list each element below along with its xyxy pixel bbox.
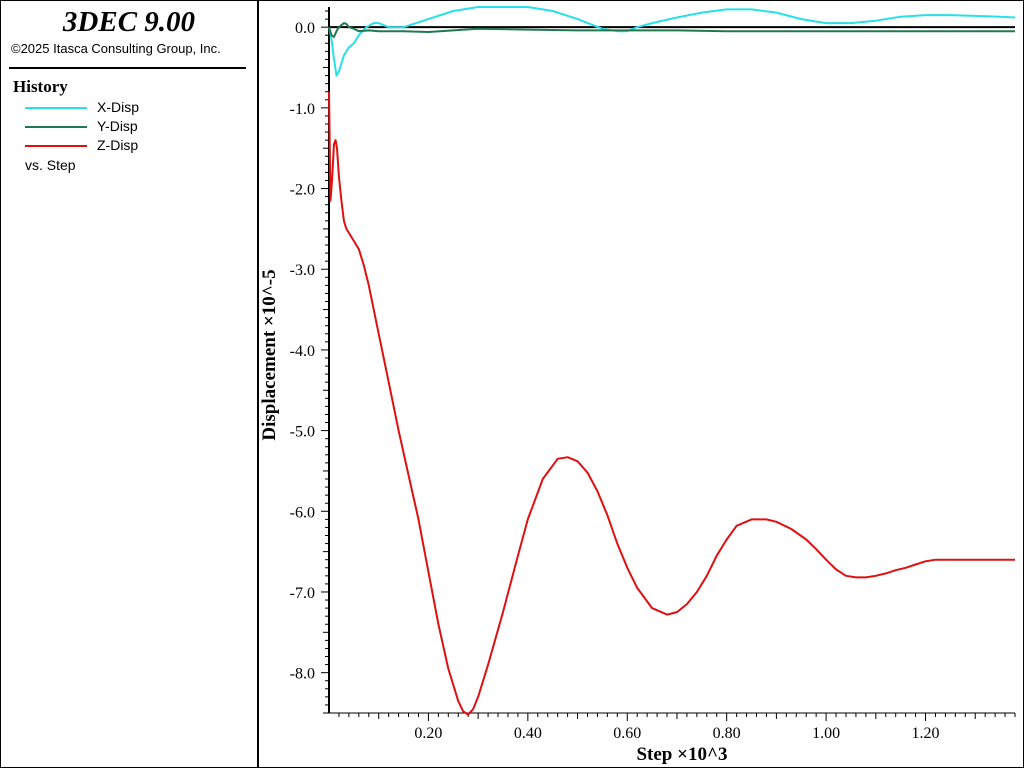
y-axis-label: Displacement ×10^-5 bbox=[259, 269, 280, 440]
x-tick-label: 0.20 bbox=[414, 725, 442, 742]
y-tick-label: -3.0 bbox=[290, 262, 315, 279]
x-tick-label: 1.00 bbox=[812, 725, 840, 742]
y-tick-label: 0.0 bbox=[295, 20, 315, 37]
legend-item-y-disp: Y-Disp bbox=[25, 118, 245, 134]
x-tick-label: 0.60 bbox=[613, 725, 641, 742]
tick-labels: 0.0 -1.0 -2.0 -3.0 -4.0 -5.0 -6.0 -7.0 -8.0 0.20 0… bbox=[290, 20, 940, 742]
copyright-text: ©2025 Itasca Consulting Group, Inc. bbox=[11, 41, 221, 56]
x-tick-label: 0.40 bbox=[514, 725, 542, 742]
legend-separator bbox=[9, 67, 246, 69]
y-tick-label: -6.0 bbox=[290, 504, 315, 521]
series-layer bbox=[328, 6, 1016, 716]
legend-swatch-y-disp bbox=[25, 126, 87, 128]
x-tick-label: 0.80 bbox=[713, 725, 741, 742]
y-tick-label: -8.0 bbox=[290, 666, 315, 683]
legend-panel: 3DEC 9.00 ©2025 Itasca Consulting Group,… bbox=[1, 1, 259, 767]
legend-label-x-disp: X-Disp bbox=[97, 99, 140, 115]
series-line-y-disp bbox=[328, 22, 1015, 38]
legend-title: History bbox=[13, 77, 68, 96]
series-line-z-disp bbox=[328, 91, 1015, 716]
app-title: 3DEC 9.00 bbox=[62, 6, 196, 38]
legend-vs-label: vs. Step bbox=[25, 157, 76, 173]
legend-label-y-disp: Y-Disp bbox=[97, 118, 138, 134]
plot-area: 0.0 -1.0 -2.0 -3.0 -4.0 -5.0 -6.0 -7.0 -8.0 0.20 0… bbox=[259, 1, 1023, 767]
y-tick-label: -2.0 bbox=[290, 182, 315, 199]
series-line-x-disp bbox=[328, 6, 1016, 77]
legend-swatch-z-disp bbox=[25, 145, 87, 147]
y-tick-label: -5.0 bbox=[290, 424, 315, 441]
history-chart: 0.0 -1.0 -2.0 -3.0 -4.0 -5.0 -6.0 -7.0 -8.0 0.20 0… bbox=[259, 6, 1016, 765]
legend-swatch-x-disp bbox=[25, 107, 87, 109]
y-tick-label: -7.0 bbox=[290, 585, 315, 602]
legend-item-z-disp: Z-Disp bbox=[25, 137, 245, 153]
y-tick-label: -4.0 bbox=[290, 343, 315, 360]
legend-label-z-disp: Z-Disp bbox=[97, 137, 139, 153]
legend-item-x-disp: X-Disp bbox=[25, 99, 245, 115]
x-tick-label: 1.20 bbox=[912, 725, 940, 742]
y-tick-label: -1.0 bbox=[290, 101, 315, 118]
x-axis-label: Step ×10^3 bbox=[636, 744, 727, 765]
